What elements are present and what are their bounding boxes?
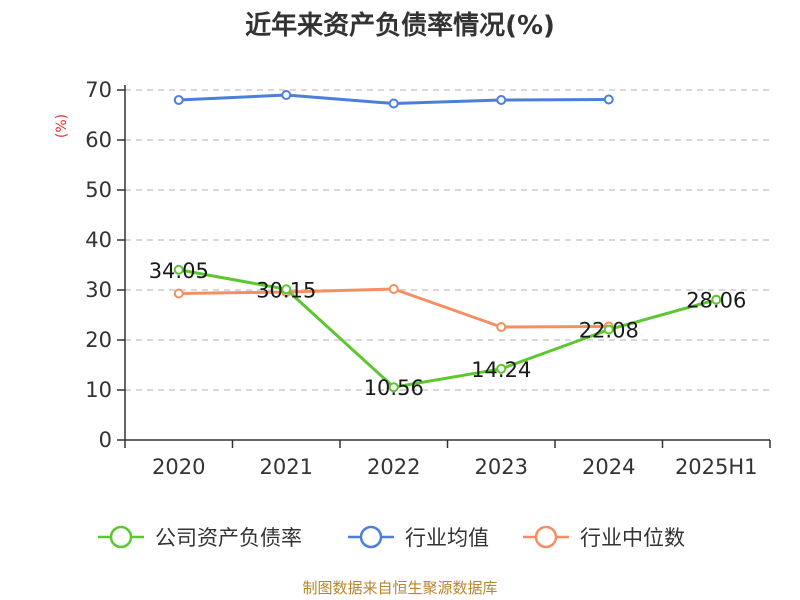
data-point	[496, 322, 507, 332]
data-point	[173, 264, 184, 275]
data-point	[281, 284, 292, 295]
y-tick-label: 40	[85, 228, 112, 252]
y-tick-label: 10	[85, 378, 112, 402]
legend-marker	[359, 525, 383, 549]
y-tick-label: 20	[85, 328, 112, 352]
data-point	[388, 98, 399, 109]
x-tick-label: 2020	[152, 455, 205, 479]
y-tick-label: 30	[85, 278, 112, 302]
data-point	[496, 363, 507, 374]
data-point	[173, 95, 184, 105]
legend-label: 行业中位数	[580, 526, 685, 550]
data-label: 28.06	[686, 289, 746, 313]
data-label: 34.05	[149, 259, 209, 283]
series-line-0	[178, 268, 717, 389]
legend-marker	[534, 525, 558, 549]
x-tick-label: 2021	[260, 455, 313, 479]
x-tick-label: 2025H1	[675, 455, 758, 479]
y-tick-label: 60	[85, 128, 112, 152]
data-point	[711, 294, 722, 305]
y-axis-label: (%)	[54, 114, 70, 138]
data-point	[388, 284, 399, 294]
series-line-2	[178, 287, 609, 329]
legend-label: 公司资产负债率	[155, 526, 302, 550]
legend: 公司资产负债率 行业均值 行业中位数	[98, 525, 685, 550]
data-label: 10.56	[364, 376, 424, 400]
data-point	[281, 90, 292, 100]
data-point	[603, 94, 614, 105]
source-note: 制图数据来自恒生聚源数据库	[302, 579, 497, 597]
y-tick-label: 50	[85, 178, 112, 202]
y-tick-label: 0	[99, 428, 112, 452]
data-label: 30.15	[256, 278, 316, 302]
data-point	[388, 382, 399, 393]
chart-title: 近年来资产负债率情况(%)	[245, 10, 555, 41]
legend-marker	[109, 525, 133, 549]
grid-layer	[125, 89, 770, 391]
legend-label: 行业均值	[405, 526, 489, 550]
data-label-layer: 34.05 30.15 10.56 14.24 22.08 28.06	[149, 259, 747, 400]
y-tick-label: 70	[85, 78, 112, 102]
data-label: 14.24	[471, 358, 531, 382]
data-point	[603, 324, 614, 335]
series-layer	[173, 90, 722, 393]
data-point	[496, 95, 507, 105]
x-tick-label: 2024	[582, 455, 635, 479]
x-tick-label: 2023	[475, 455, 528, 479]
x-tick-label: 2022	[367, 455, 420, 479]
data-point	[173, 288, 184, 299]
axis-layer: 0 10 20 30 40 50 60 70 2020 2021 2022 2023 2024 2025H…	[85, 78, 771, 479]
data-label: 22.08	[579, 319, 639, 343]
